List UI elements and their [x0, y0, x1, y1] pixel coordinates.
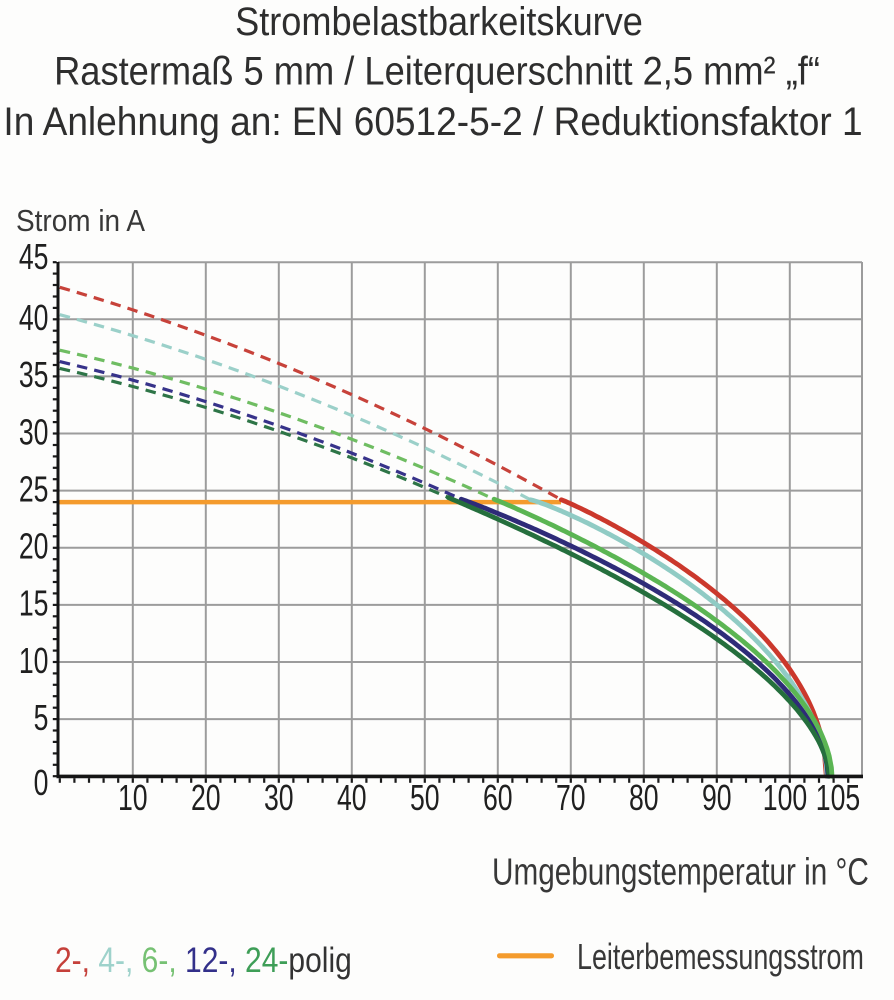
- svg-text:0: 0: [34, 762, 49, 803]
- svg-text:Leiterbemessungsstrom: Leiterbemessungsstrom: [577, 936, 864, 977]
- svg-text:Rastermaß 5 mm / Leiterquersch: Rastermaß 5 mm / Leiterquerschnitt 2,5 m…: [54, 49, 820, 94]
- svg-text:70: 70: [556, 777, 586, 818]
- svg-text:30: 30: [264, 777, 294, 818]
- svg-text:40: 40: [337, 777, 367, 818]
- svg-text:10: 10: [118, 777, 148, 818]
- svg-text:Umgebungstemperatur in °C: Umgebungstemperatur in °C: [492, 851, 869, 893]
- svg-text:25: 25: [19, 468, 49, 509]
- svg-text:100: 100: [763, 777, 807, 818]
- svg-text:5: 5: [34, 697, 49, 738]
- svg-text:Strom in A: Strom in A: [16, 204, 145, 239]
- svg-text:20: 20: [19, 526, 49, 567]
- svg-text:15: 15: [19, 583, 49, 624]
- svg-text:90: 90: [702, 777, 732, 818]
- svg-text:35: 35: [19, 354, 49, 395]
- svg-text:20: 20: [191, 777, 221, 818]
- svg-text:Strombelastbarkeitskurve: Strombelastbarkeitskurve: [235, 0, 643, 45]
- svg-text:In Anlehnung an: EN 60512-5-2: In Anlehnung an: EN 60512-5-2 / Reduktio…: [3, 100, 862, 145]
- svg-text:2-, 4-, 6-, 12-, 24-polig: 2-, 4-, 6-, 12-, 24-polig: [55, 940, 352, 980]
- svg-text:10: 10: [19, 640, 49, 681]
- svg-text:30: 30: [19, 411, 49, 452]
- svg-text:60: 60: [483, 777, 513, 818]
- svg-text:80: 80: [629, 777, 659, 818]
- svg-text:105: 105: [816, 777, 860, 818]
- svg-text:45: 45: [19, 236, 49, 277]
- svg-text:40: 40: [19, 297, 49, 338]
- svg-text:50: 50: [410, 777, 440, 818]
